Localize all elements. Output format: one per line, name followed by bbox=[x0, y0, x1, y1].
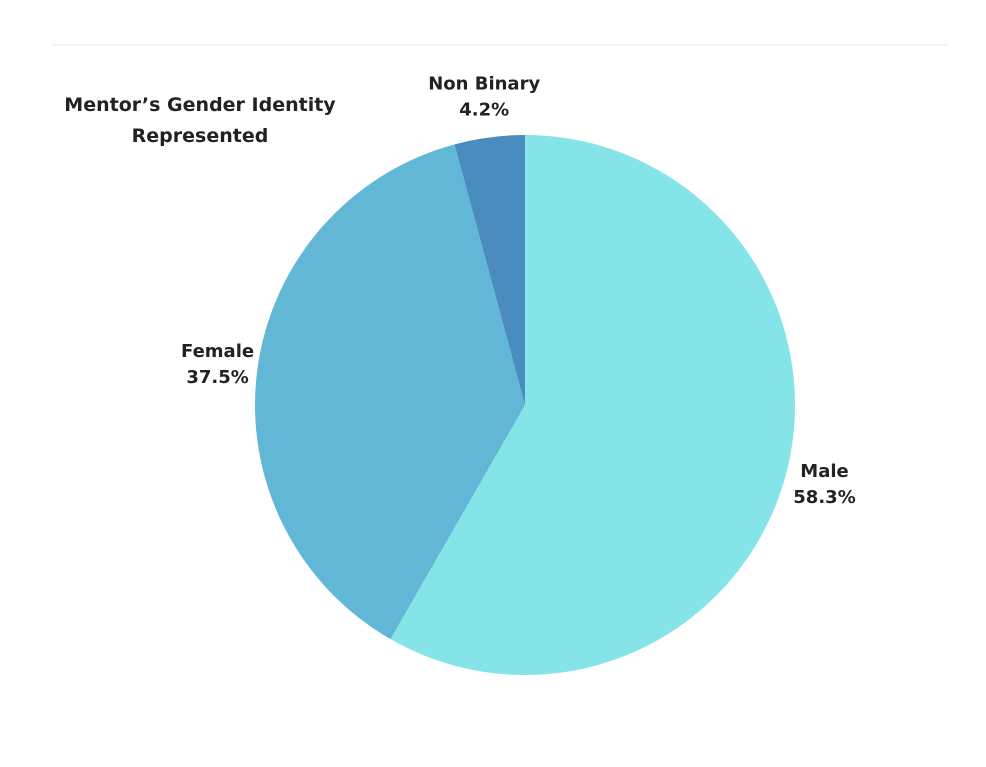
pie-slice bbox=[390, 135, 795, 676]
pie-slice bbox=[454, 135, 525, 405]
chart-title: Mentor’s Gender Identity Represented bbox=[64, 94, 336, 147]
slice-value-label: 58.3% bbox=[793, 487, 855, 508]
slice-value-label: 4.2% bbox=[459, 100, 509, 121]
slice-label: Non Binary bbox=[428, 74, 540, 95]
slice-label: Male bbox=[800, 461, 848, 482]
pie-slice bbox=[255, 144, 525, 640]
slice-label: Female bbox=[181, 341, 254, 362]
slice-value-label: 37.5% bbox=[186, 367, 248, 388]
